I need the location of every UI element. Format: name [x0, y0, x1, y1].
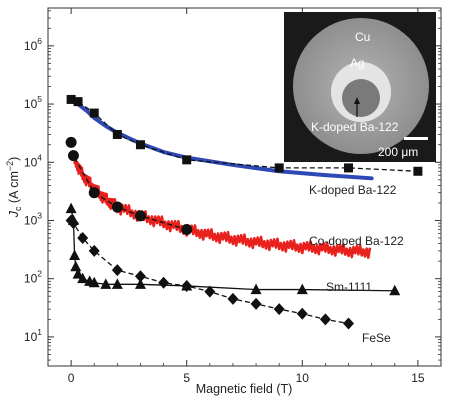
y-axis-title-units: (A cm — [7, 171, 21, 206]
co-doped-point — [111, 201, 123, 213]
inset-scale-bar — [404, 137, 428, 140]
y-axis-title-j: J — [7, 210, 21, 218]
y-axis-title-sub: c — [13, 206, 23, 211]
y-tick-base: 10 — [24, 213, 38, 227]
x-tick-label: 0 — [68, 371, 75, 385]
sm-1111-point — [250, 283, 262, 295]
y-tick-base: 10 — [24, 330, 38, 344]
fese-point — [273, 303, 285, 316]
fese-point — [77, 231, 89, 244]
fese-point — [319, 313, 331, 326]
y-tick-exp: 3 — [37, 210, 42, 220]
y-tick-label: 104 — [24, 152, 42, 169]
inset-label-ag: Ag — [350, 56, 365, 70]
inset-scale-label: 200 μm — [378, 145, 418, 159]
x-tick-labels: 0 5 10 15 — [68, 371, 425, 385]
y-tick-base: 10 — [24, 155, 38, 169]
y-tick-exp: 2 — [37, 269, 42, 279]
y-tick-label: 103 — [24, 210, 42, 227]
co-doped-noisy-curve — [72, 152, 372, 259]
sm-1111-point — [88, 276, 100, 288]
fese-point — [67, 217, 79, 230]
fese-point — [343, 317, 355, 330]
k-doped-point — [182, 155, 192, 165]
x-tick-label: 5 — [183, 371, 190, 385]
x-tick-label: 15 — [411, 371, 425, 385]
series-layer — [65, 94, 423, 330]
sm-1111-point — [296, 283, 308, 295]
sm-1111-point — [70, 260, 82, 272]
sm-1111-point — [72, 268, 84, 279]
y-tick-base: 10 — [24, 39, 38, 53]
sm-1111-point — [77, 272, 89, 284]
series-label-k-doped: K-doped Ba-122 — [309, 183, 397, 197]
k-doped-point — [112, 129, 122, 139]
fese-point — [250, 297, 262, 310]
x-axis-title: Magnetic field (T) — [196, 382, 293, 396]
k-doped-point — [73, 97, 83, 107]
co-doped-point — [181, 223, 193, 235]
k-doped-point — [66, 94, 76, 104]
k-doped-point — [344, 163, 354, 173]
fese-point — [296, 307, 308, 320]
y-tick-label: 105 — [24, 94, 42, 111]
co-doped-point — [88, 187, 100, 199]
series-label-co-doped: Co-doped Ba-122 — [309, 234, 404, 248]
inset-core — [342, 79, 380, 117]
y-tick-exp: 1 — [37, 327, 42, 337]
y-tick-label: 102 — [24, 269, 42, 286]
series-label-fese: FeSe — [362, 331, 391, 345]
sm-1111-point — [69, 249, 81, 261]
inset-arrow-head — [354, 97, 360, 104]
fese-point — [88, 244, 100, 257]
plot-frame — [47, 7, 442, 367]
sm-1111-point — [100, 278, 112, 289]
y-tick-base: 10 — [24, 97, 38, 111]
x-tick-label: 10 — [296, 371, 310, 385]
fese-point — [158, 276, 170, 289]
y-tick-label: 101 — [24, 327, 42, 344]
y-axis-title-close: ) — [7, 157, 21, 161]
fese-point — [111, 264, 123, 277]
sm-1111-point — [111, 278, 123, 289]
y-tick-base: 10 — [24, 272, 38, 286]
y-tick-exp: 4 — [37, 152, 42, 162]
k-doped-point — [274, 163, 284, 173]
fese-point — [181, 279, 193, 292]
inset-micrograph: Cu Ag K-doped Ba-122 200 μm — [284, 12, 436, 162]
inset-label-core: K-doped Ba-122 — [311, 120, 399, 134]
y-tick-exp: 5 — [37, 94, 42, 104]
y-axis-title: Jc (A cm−2) — [5, 157, 23, 219]
y-axis-title-exp: −2 — [5, 161, 15, 171]
fese-point — [227, 292, 239, 305]
sm-1111-point — [65, 202, 77, 214]
inset-label-cu: Cu — [355, 30, 370, 44]
sm-1111-point — [134, 278, 146, 289]
sm-1111-point — [389, 284, 401, 296]
k-doped-point — [413, 166, 423, 176]
co-doped-point — [67, 150, 79, 162]
k-doped-point — [89, 108, 99, 118]
co-doped-point — [134, 210, 146, 222]
co-doped-point — [65, 136, 77, 148]
fese-point — [204, 285, 216, 298]
series-label-sm-1111: Sm-1111 — [326, 280, 372, 294]
fese-point — [134, 270, 146, 283]
y-tick-label: 106 — [24, 36, 42, 53]
k-doped-point — [135, 140, 145, 150]
y-tick-exp: 6 — [37, 36, 42, 46]
